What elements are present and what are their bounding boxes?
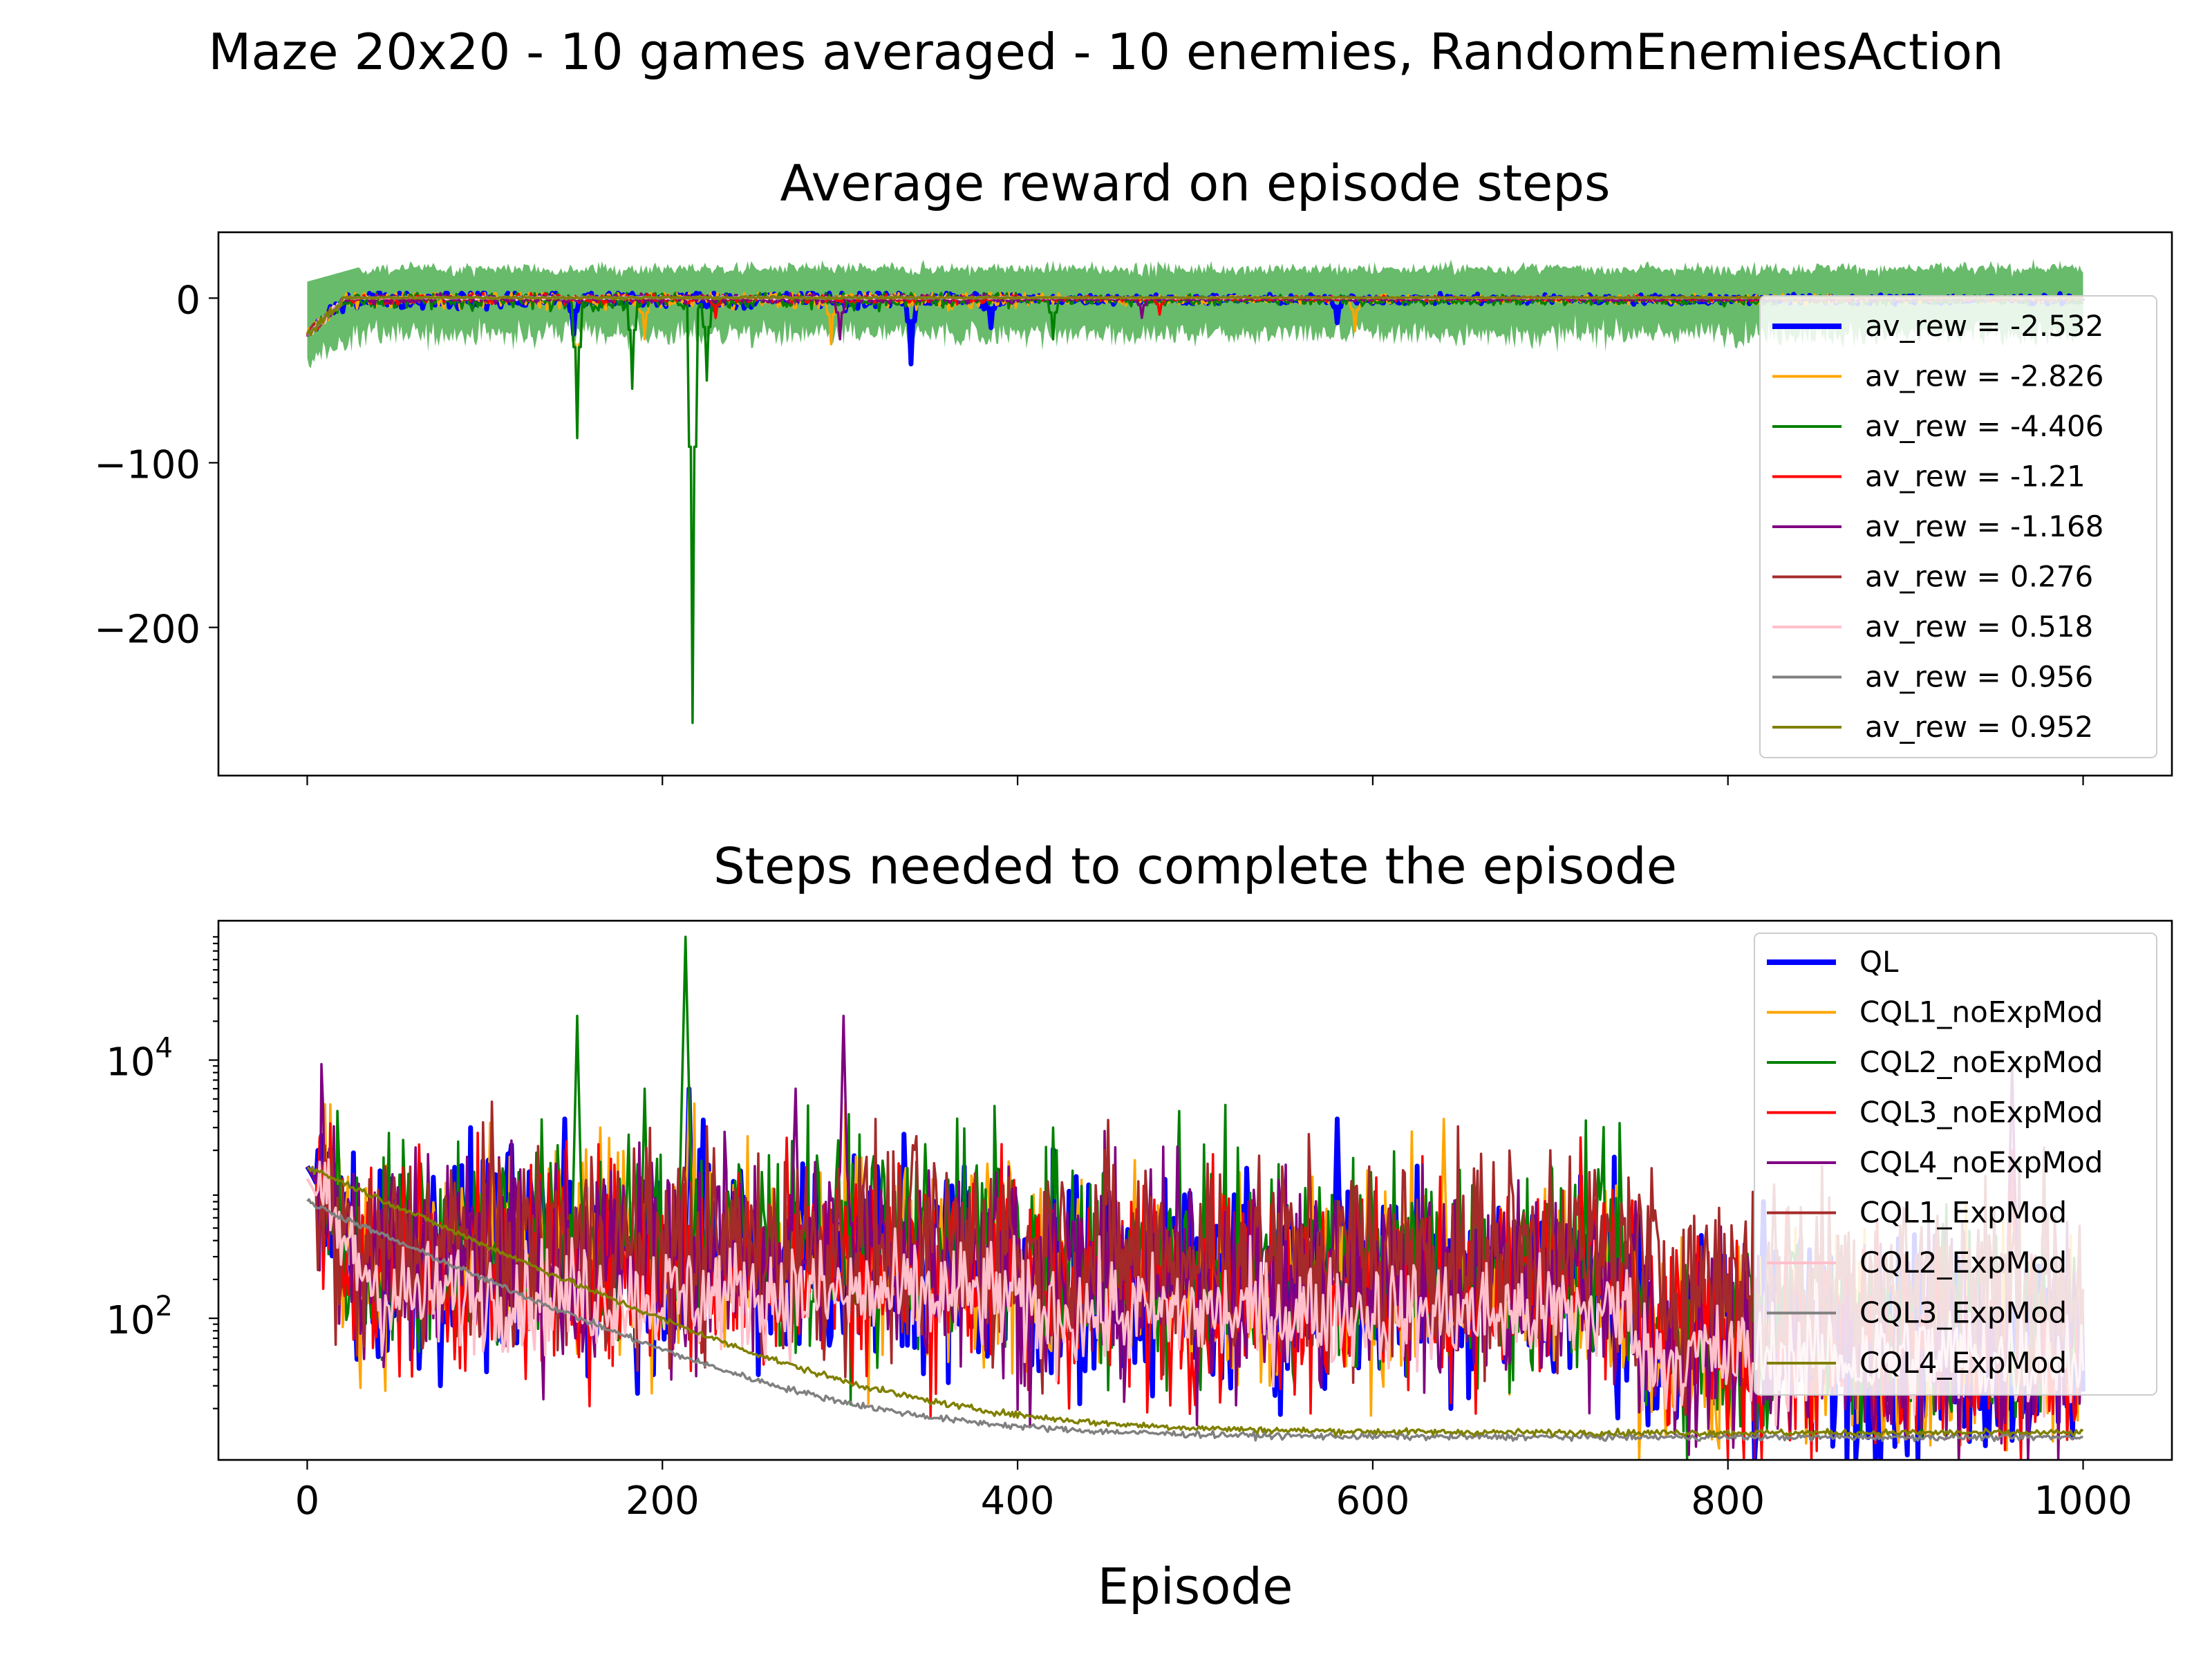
reward-legend-box <box>1759 295 2157 758</box>
steps-series-CQL3_ExpMod <box>306 1198 2083 1443</box>
legend-label-CQL2_ExpMod: CQL2_ExpMod <box>1859 1246 2067 1280</box>
steps-plot-frame <box>217 919 2173 1461</box>
reward-ytick-label: 0 <box>176 278 200 323</box>
legend-label-CQL1_noExpMod: CQL1_noExpMod <box>1859 995 2103 1029</box>
steps-panel: Steps needed to complete the episode 102… <box>106 837 2173 1615</box>
steps-series-CQL2_ExpMod <box>306 1158 2085 1427</box>
legend-label-CQL3_noExpMod: av_rew = -1.21 <box>1865 460 2086 494</box>
legend-label-CQL4_ExpMod: av_rew = 0.952 <box>1865 710 2093 744</box>
legend-label-CQL1_ExpMod: av_rew = 0.276 <box>1865 560 2093 594</box>
legend-label-CQL4_noExpMod: av_rew = -1.168 <box>1865 509 2103 543</box>
steps-xtick-label: 0 <box>295 1479 320 1524</box>
steps-legend: QL CQL1_noExpMod CQL2_noExpMod CQL3_noExpMo… <box>1754 932 2157 1396</box>
legend-label-CQL2_noExpMod: av_rew = -4.406 <box>1865 409 2103 443</box>
steps-ytick-label: 104 <box>106 1033 173 1085</box>
reward-ytick-label: −200 <box>94 608 200 653</box>
steps-axes: 102 104 0 200 400 600 800 1000 <box>106 936 2133 1524</box>
steps-xtick-label: 800 <box>1691 1479 1765 1524</box>
legend-label-CQL1_noExpMod: av_rew = -2.826 <box>1865 359 2103 393</box>
steps-ytick-label: 102 <box>106 1291 173 1343</box>
legend-label-CQL2_noExpMod: CQL2_noExpMod <box>1859 1045 2103 1079</box>
reward-legend: av_rew = -2.532 av_rew = -2.826 av_rew = -… <box>1759 295 2157 758</box>
steps-xtick-label: 200 <box>626 1479 700 1524</box>
reward-std-band <box>307 259 2083 368</box>
figure-title: Maze 20x20 - 10 games averaged - 10 enem… <box>208 23 2004 81</box>
x-axis-label: Episode <box>1098 1557 1293 1615</box>
reward-plot-frame <box>217 231 2173 777</box>
reward-axes: 0 −100 −200 <box>94 278 2084 785</box>
legend-label-QL: av_rew = -2.532 <box>1865 309 2103 343</box>
legend-label-CQL4_noExpMod: CQL4_noExpMod <box>1859 1145 2103 1179</box>
steps-xtick-label: 1000 <box>2034 1479 2133 1524</box>
legend-label-QL: QL <box>1859 945 1899 979</box>
legend-label-CQL3_ExpMod: CQL3_ExpMod <box>1859 1296 2067 1330</box>
steps-panel-title: Steps needed to complete the episode <box>713 837 1677 895</box>
steps-xtick-label: 600 <box>1335 1479 1409 1524</box>
reward-panel-title: Average reward on episode steps <box>780 154 1610 212</box>
reward-ytick-label: −100 <box>94 442 200 487</box>
legend-label-CQL4_ExpMod: CQL4_ExpMod <box>1859 1346 2067 1380</box>
legend-label-CQL2_ExpMod: av_rew = 0.518 <box>1865 610 2093 644</box>
legend-label-CQL1_ExpMod: CQL1_ExpMod <box>1859 1196 2067 1230</box>
legend-label-CQL3_ExpMod: av_rew = 0.956 <box>1865 660 2093 694</box>
legend-label-CQL3_noExpMod: CQL3_noExpMod <box>1859 1096 2103 1130</box>
steps-legend-box <box>1754 932 2157 1396</box>
steps-xtick-label: 400 <box>981 1479 1055 1524</box>
steps-series-CQL4_ExpMod <box>307 1165 2084 1438</box>
reward-panel: Average reward on episode steps 0 −100 −20… <box>94 154 2173 785</box>
